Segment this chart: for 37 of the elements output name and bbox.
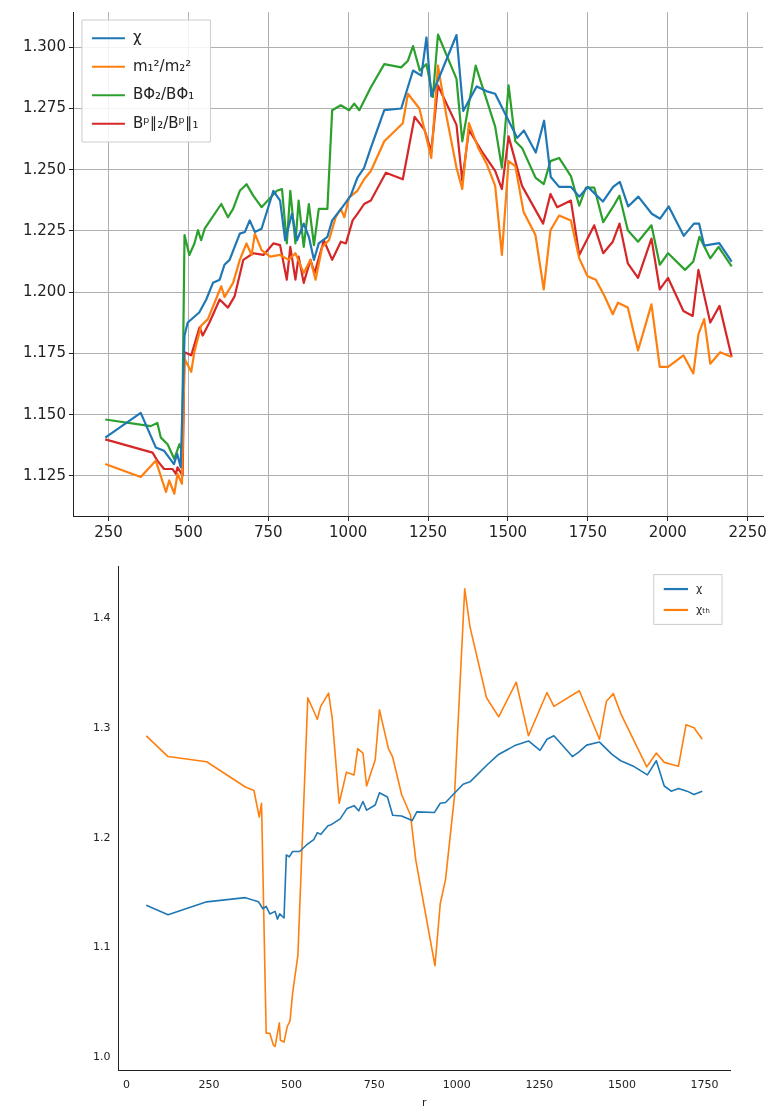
x-tick-label: 1750 [568,522,607,541]
x-axis-title: r [421,1096,427,1110]
x-tick-label: 750 [253,522,283,541]
y-tick-label: 1.2 [92,830,111,844]
x-tick-label: 1500 [488,522,528,541]
x-tick-label: 1000 [442,1078,471,1092]
y-tick-label: 1.200 [22,282,66,301]
x-tick-label: 1750 [690,1078,719,1092]
y-tick-label: 1.225 [22,220,66,239]
legend-label: χ [695,581,703,595]
legend-label: m₁²/m₂² [132,56,192,75]
legend-label: BΦ₂/BΦ₁ [132,85,195,104]
x-tick-label: 2000 [648,522,687,541]
x-tick-label: 1250 [408,522,448,541]
x-tick-label: 250 [198,1078,220,1092]
x-tick-label: 250 [94,522,123,541]
legend-label: χₜₕ [695,602,710,616]
legend-label: Bᵖ∥₂/Bᵖ∥₁ [132,113,199,132]
y-tick-label: 1.0 [92,1050,111,1064]
x-tick-label: 1500 [607,1078,636,1092]
y-tick-label: 1.175 [22,343,66,362]
y-tick-label: 1.4 [92,611,111,625]
x-tick-label: 750 [363,1078,385,1092]
y-tick-label: 1.125 [22,465,66,484]
y-tick-label: 1.3 [92,720,111,734]
x-tick-label: 2250 [728,522,767,541]
y-tick-label: 1.250 [22,159,66,178]
y-tick-label: 1.300 [22,37,66,56]
x-tick-label: 500 [174,522,203,541]
x-tick-label: 0 [122,1078,130,1092]
x-tick-label: 500 [281,1078,303,1092]
y-tick-label: 1.275 [22,98,66,117]
y-tick-label: 1.1 [92,940,111,954]
legend-label: χ [132,28,142,47]
x-tick-label: 1250 [525,1078,554,1092]
y-tick-label: 1.150 [22,404,66,423]
x-tick-label: 1000 [329,522,368,541]
